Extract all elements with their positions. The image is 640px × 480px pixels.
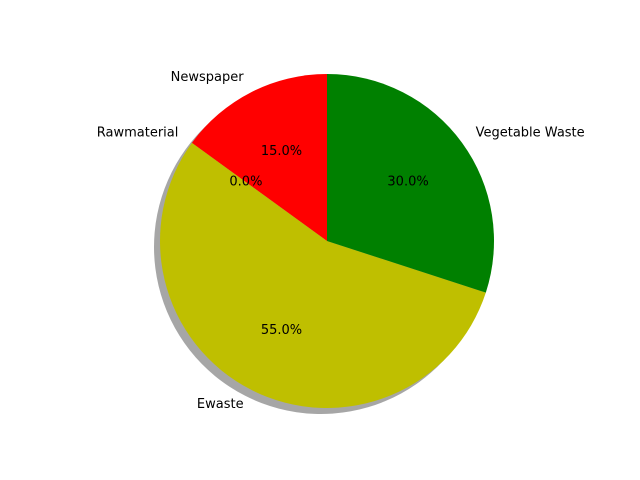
pie-slices — [160, 74, 495, 408]
pie-label-rawmaterial: Rawmaterial — [97, 126, 179, 141]
pie-pct-rawmaterial: 0.0% — [229, 175, 262, 190]
pie-slice-newspaper — [191, 74, 327, 241]
pie-percent-labels: 15.0% 0.0% 55.0% 30.0% — [229, 144, 428, 338]
pie-pct-newspaper: 15.0% — [261, 144, 302, 159]
pie-slice-vegetable-waste — [327, 74, 495, 293]
pie-pct-ewaste: 55.0% — [261, 323, 302, 338]
pie-slice-ewaste — [160, 142, 486, 408]
pie-label-vegetable-waste: Vegetable Waste — [476, 126, 585, 141]
pie-label-newspaper: Newspaper — [171, 70, 245, 85]
pie-labels: Newspaper Rawmaterial Ewaste Vegetable Wast… — [97, 70, 585, 412]
pie-label-ewaste: Ewaste — [197, 397, 244, 412]
pie-pct-vegetable-waste: 30.0% — [387, 175, 428, 190]
